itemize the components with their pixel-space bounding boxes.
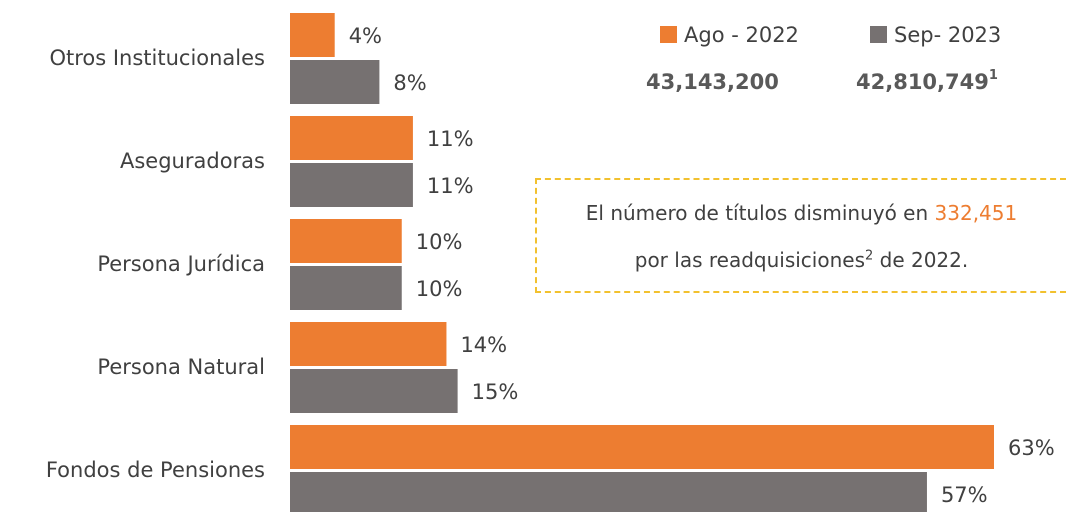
legend-total: 42,810,7491 xyxy=(856,68,998,95)
category-label: Persona Jurídica xyxy=(97,252,265,276)
category-label: Persona Natural xyxy=(97,355,265,379)
bar xyxy=(290,266,402,310)
legend-total: 43,143,200 xyxy=(646,70,779,94)
bar xyxy=(290,472,927,512)
annotation-text: por las readquisiciones xyxy=(634,248,865,272)
annotation-text: de 2022. xyxy=(879,248,969,272)
legend-label: Sep- 2023 xyxy=(894,23,1001,47)
category-label: Fondos de Pensiones xyxy=(46,458,265,482)
value-label: 8% xyxy=(393,71,426,95)
bar xyxy=(290,116,413,160)
annotation-highlight: 332,451 xyxy=(934,201,1018,225)
value-label: 14% xyxy=(460,333,507,357)
value-label: 57% xyxy=(941,483,988,507)
annotation-text: El número de títulos disminuyó en xyxy=(585,201,929,225)
annotation-line: El número de títulos disminuyó en 332,45… xyxy=(537,190,1066,237)
footnote-mark: 1 xyxy=(989,68,998,83)
bar xyxy=(290,369,458,413)
bar xyxy=(290,163,413,207)
value-label: 11% xyxy=(427,127,474,151)
value-label: 11% xyxy=(427,174,474,198)
annotation-line: por las readquisiciones2 de 2022. xyxy=(537,237,1066,284)
value-label: 10% xyxy=(416,230,463,254)
value-label: 10% xyxy=(416,277,463,301)
bar xyxy=(290,60,380,104)
category-label: Aseguradoras xyxy=(120,149,265,173)
legend-label: Ago - 2022 xyxy=(684,23,799,47)
legend-swatch xyxy=(660,26,677,43)
annotation: El número de títulos disminuyó en 332,45… xyxy=(535,178,1066,293)
footnote-mark: 2 xyxy=(864,248,874,264)
category-label: Otros Institucionales xyxy=(49,46,265,70)
legend-swatch xyxy=(870,26,887,43)
value-label: 4% xyxy=(349,24,382,48)
value-label: 15% xyxy=(472,380,519,404)
total-value: 42,810,749 xyxy=(856,70,989,94)
value-label: 63% xyxy=(1008,436,1055,460)
bar xyxy=(290,219,402,263)
bar xyxy=(290,13,335,57)
total-value: 43,143,200 xyxy=(646,70,779,94)
bar xyxy=(290,322,447,366)
bar xyxy=(290,425,994,469)
